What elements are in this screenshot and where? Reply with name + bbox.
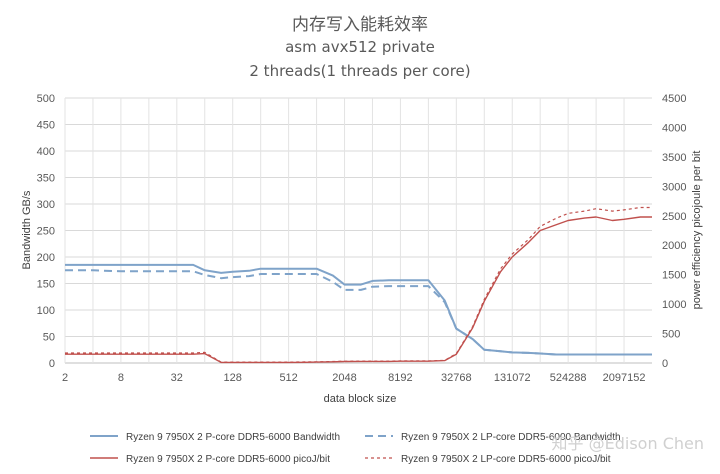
right-tick-label: 3500 (662, 152, 686, 164)
right-tick-label: 3000 (662, 181, 686, 193)
left-tick-label: 250 (37, 226, 55, 238)
x-tick-label: 8192 (388, 372, 412, 384)
x-tick-label: 2048 (332, 372, 356, 384)
chart-title: 内存写入能耗效率 (292, 15, 428, 35)
legend-label-3: Ryzen 9 7950X 2 P-core DDR5-6000 picoJ/b… (126, 454, 330, 465)
right-tick-label: 2500 (662, 211, 686, 223)
x-tick-label: 32768 (441, 372, 472, 384)
left-tick-label: 450 (37, 120, 55, 132)
series-lines (65, 206, 652, 364)
left-tick-label: 350 (37, 173, 55, 185)
x-tick-label: 32 (171, 372, 183, 384)
x-tick-label: 2 (62, 372, 68, 384)
right-axis-ticks: 0 500 1000 1500 2000 2500 3000 3500 4000 4500 (662, 93, 686, 370)
right-tick-label: 0 (662, 358, 668, 370)
series-line-3 (65, 216, 652, 364)
left-axis-ticks: 0 50 100 150 200 250 300 350 400 450 500 (37, 93, 55, 370)
legend-label-4: Ryzen 9 7950X 2 LP-core DDR5-6000 picoJ/… (401, 454, 611, 465)
legend-label-1: Ryzen 9 7950X 2 P-core DDR5-6000 Bandwid… (126, 432, 340, 443)
chart-subtitle-2: 2 threads(1 threads per core) (249, 62, 471, 80)
right-tick-label: 4000 (662, 122, 686, 134)
x-axis-label: data block size (324, 393, 397, 405)
series-line-4 (65, 206, 652, 363)
right-tick-label: 1500 (662, 270, 686, 282)
x-tick-label: 512 (279, 372, 297, 384)
left-tick-label: 500 (37, 93, 55, 105)
right-tick-label: 2000 (662, 240, 686, 252)
x-tick-label: 128 (224, 372, 242, 384)
left-tick-label: 50 (43, 332, 55, 344)
left-tick-label: 300 (37, 199, 55, 211)
left-tick-label: 0 (49, 358, 55, 370)
watermark: 知乎 @Edison Chen (551, 434, 704, 453)
right-tick-label: 500 (662, 329, 680, 341)
chart-subtitle-1: asm avx512 private (285, 38, 435, 56)
right-axis-label: power efficiency picojoule per bit (691, 151, 703, 310)
x-tick-label: 524288 (550, 372, 587, 384)
left-axis-label: Bandwidth GB/s (21, 190, 33, 269)
x-axis-ticks: 2 8 32 128 512 2048 8192 32768 131072 524288 20971… (62, 372, 646, 384)
series-line-2 (65, 269, 652, 356)
left-tick-label: 400 (37, 146, 55, 158)
x-tick-label: 131072 (494, 372, 531, 384)
right-tick-label: 1000 (662, 299, 686, 311)
grid-lines (64, 97, 652, 364)
legend: Ryzen 9 7950X 2 P-core DDR5-6000 Bandwid… (90, 432, 621, 465)
left-tick-label: 150 (37, 279, 55, 291)
x-tick-label: 8 (118, 372, 124, 384)
right-tick-label: 4500 (662, 93, 686, 105)
left-tick-label: 100 (37, 305, 55, 317)
left-tick-label: 200 (37, 252, 55, 264)
x-tick-label: 2097152 (603, 372, 646, 384)
legend-label-2: Ryzen 9 7950X 2 LP-core DDR5-6000 Bandwi… (401, 432, 621, 443)
